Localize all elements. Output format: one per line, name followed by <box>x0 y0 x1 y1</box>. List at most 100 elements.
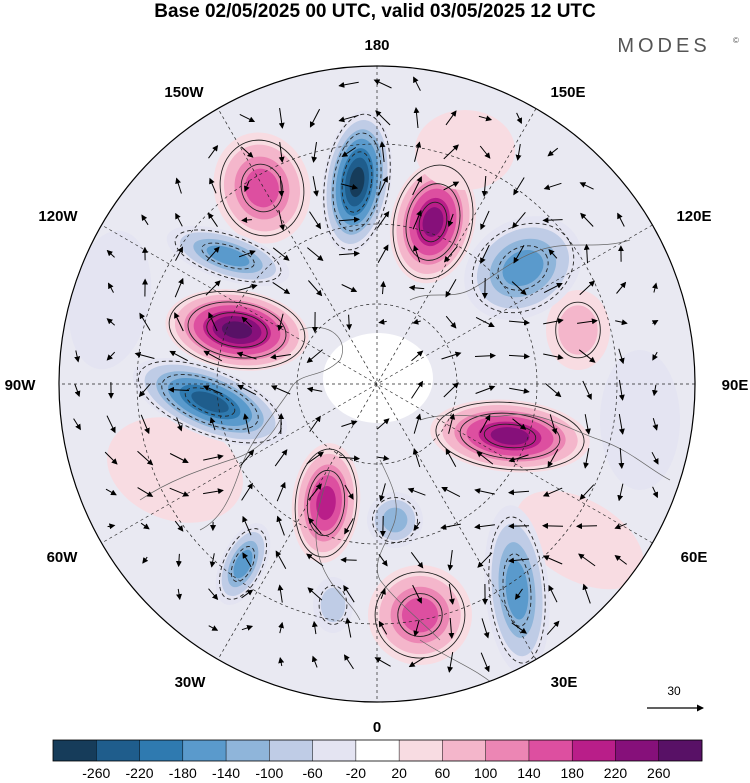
colorbar-tick-label: -180 <box>169 765 197 781</box>
wind-vector <box>577 318 598 325</box>
wind-vector <box>479 414 491 434</box>
wind-vector <box>618 348 625 365</box>
wind-vector <box>583 243 590 264</box>
wind-vector <box>238 250 256 258</box>
wind-vector <box>583 448 590 469</box>
wind-vector <box>138 383 151 398</box>
wind-vector <box>275 550 287 570</box>
wind-vector <box>377 455 390 462</box>
wind-vector <box>240 449 255 466</box>
wind-vector <box>618 447 625 469</box>
wind-vector <box>209 416 216 431</box>
wind-vector <box>445 448 457 468</box>
wind-vector <box>448 584 455 605</box>
positive-anomaly-8 <box>516 490 644 590</box>
positive-anomaly-2 <box>430 399 590 473</box>
wind-vector <box>514 588 523 600</box>
wind-vector <box>508 557 530 564</box>
wind-vector <box>378 620 388 635</box>
wind-vector <box>309 415 321 432</box>
wind-vector <box>549 414 558 435</box>
wind-vector <box>270 353 291 360</box>
wind-vector <box>375 110 391 126</box>
wind-vector <box>508 454 529 463</box>
positive-anomaly-9 <box>415 110 515 190</box>
wind-vector <box>378 176 388 196</box>
wind-vector <box>412 209 422 230</box>
wind-vector <box>508 353 530 360</box>
colorbar-tick-label: -100 <box>255 765 283 781</box>
pole-neutral-area <box>323 333 433 423</box>
wind-vector <box>73 418 81 431</box>
wind-vector <box>343 584 355 603</box>
wind-vector <box>306 553 324 567</box>
wind-vector <box>448 413 456 434</box>
wind-vector <box>278 210 286 231</box>
wind-vector <box>338 81 359 88</box>
wind-vector <box>652 351 658 361</box>
wind-vector <box>104 451 118 465</box>
wind-vector <box>311 655 318 668</box>
wind-vector <box>513 245 525 264</box>
lon-label-90e: 90E <box>722 377 749 394</box>
contour-set-5 <box>374 571 466 659</box>
coastline-5 <box>139 419 281 501</box>
wind-vector <box>378 318 387 325</box>
colorbar-tick-label: -20 <box>346 765 366 781</box>
wind-vector <box>175 246 183 261</box>
wind-vector <box>474 523 495 530</box>
map-boundary <box>58 65 696 703</box>
wind-vector <box>176 417 183 432</box>
wind-vector <box>274 449 288 467</box>
wind-vector <box>344 484 354 500</box>
wind-vector <box>614 554 628 565</box>
wind-vector <box>74 383 81 398</box>
lon-label-30e: 30E <box>551 674 578 691</box>
wind-vector <box>338 455 360 462</box>
wind-vector <box>278 175 285 197</box>
wind-vector <box>175 553 182 568</box>
wind-vector <box>176 588 182 601</box>
wind-vector <box>311 620 318 635</box>
wind-vector <box>480 210 490 231</box>
wind-vector <box>508 489 530 496</box>
wind-vector <box>240 146 254 158</box>
wind-vector <box>652 418 659 431</box>
lon-label-150e: 150E <box>550 84 585 101</box>
wind-vector <box>205 280 221 296</box>
wind-vector <box>412 318 421 325</box>
wind-vector <box>578 553 596 567</box>
wind-vector <box>341 420 358 427</box>
wind-vector <box>338 114 359 123</box>
wind-vector <box>346 314 353 331</box>
wind-vector <box>511 281 527 296</box>
wind-vector <box>209 553 216 568</box>
lon-label-120e: 120E <box>676 208 711 225</box>
colorbar-swatch <box>485 740 530 761</box>
coastline-4 <box>315 469 361 621</box>
wind-vector <box>513 177 525 196</box>
colorbar-tick-label: 220 <box>604 765 628 781</box>
wind-vector <box>618 380 625 401</box>
wind-vector <box>134 351 155 359</box>
wind-vector <box>239 113 256 123</box>
wind-vector <box>542 487 563 497</box>
wind-vector <box>241 482 253 501</box>
contour-set-2 <box>435 401 585 471</box>
wind-vector <box>174 520 184 532</box>
wind-vector <box>341 147 356 158</box>
wind-vector <box>512 418 527 430</box>
wind-vector <box>481 618 490 639</box>
negative-anomaly-14 <box>484 505 550 675</box>
wind-vector <box>312 176 319 197</box>
colorbar-tick-label: 20 <box>391 765 407 781</box>
wind-vector <box>413 107 420 129</box>
wind-vector <box>443 245 458 263</box>
wind-vector <box>376 418 390 430</box>
coastline-3 <box>376 459 441 641</box>
wind-vector <box>311 142 318 163</box>
wind-vector <box>617 483 624 502</box>
wind-vector <box>582 380 592 401</box>
wind-vector <box>208 625 219 631</box>
